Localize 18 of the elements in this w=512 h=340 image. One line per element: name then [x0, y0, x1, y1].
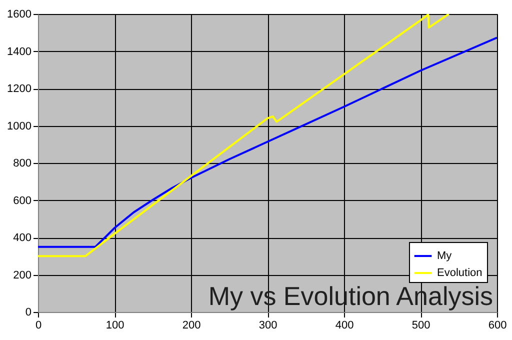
legend-label: Evolution: [437, 267, 482, 279]
x-tick-label: 400: [335, 320, 354, 332]
x-tick-label: 200: [182, 320, 201, 332]
x-tick-label: 0: [35, 320, 42, 332]
x-tick-label: 500: [412, 320, 430, 332]
y-tick-label: 1600: [7, 8, 32, 20]
x-tick-label: 600: [488, 320, 507, 332]
y-tick-label: 1000: [7, 120, 32, 132]
legend-label: My: [437, 250, 452, 262]
y-tick-label: 400: [13, 232, 32, 244]
y-tick-label: 0: [25, 306, 32, 318]
y-tick-label: 600: [13, 194, 32, 207]
y-tick-label: 800: [13, 158, 32, 170]
y-tick-label: 200: [13, 269, 32, 282]
x-tick-label: 300: [258, 320, 278, 332]
y-tick-label: 1200: [7, 83, 32, 95]
y-tick-label: 1400: [7, 46, 32, 58]
x-tick-label: 100: [106, 320, 124, 332]
